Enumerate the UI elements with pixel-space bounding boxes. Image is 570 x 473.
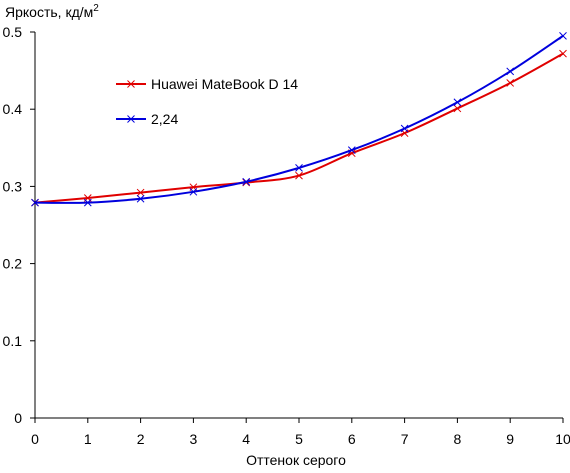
data-point — [400, 124, 409, 133]
legend-label: 2,24 — [151, 111, 178, 127]
marker-stroke — [559, 49, 567, 58]
x-tick-label: 1 — [84, 431, 92, 447]
marker-stroke — [136, 188, 145, 197]
legend-marker — [127, 80, 135, 88]
x-tick-label: 3 — [190, 431, 198, 447]
y-tick-label: 0.1 — [3, 333, 23, 349]
x-tick-label: 7 — [401, 431, 409, 447]
marker-stroke — [506, 79, 515, 87]
data-point — [559, 49, 567, 58]
y-tick-label: 0.2 — [3, 256, 23, 272]
series-0 — [31, 49, 567, 207]
axes: 0 0.1 0.2 0.3 0.4 0.5 0 1 2 3 4 5 6 7 8 9 10 — [3, 24, 570, 447]
data-point — [506, 79, 515, 87]
marker-stroke — [31, 198, 39, 207]
marker-stroke — [295, 171, 303, 180]
data-point — [295, 171, 303, 180]
data-point — [506, 67, 515, 76]
data-point — [242, 177, 251, 186]
legend-item: Huawei MateBook D 14 — [116, 76, 298, 92]
marker-stroke — [242, 177, 251, 186]
x-tick-label: 10 — [555, 431, 570, 447]
marker-stroke — [347, 146, 356, 154]
marker-stroke — [189, 187, 198, 196]
marker-stroke — [127, 80, 135, 88]
y-axis-title: Яркость, кд/м2 — [5, 3, 99, 20]
series-line — [34, 52, 564, 204]
data-point — [136, 194, 145, 203]
y-axis-title-superscript: 2 — [93, 3, 99, 14]
marker-stroke — [400, 124, 409, 133]
marker-stroke — [453, 98, 462, 107]
legend-item: 2,24 — [116, 111, 178, 127]
x-tick-label: 0 — [31, 431, 39, 447]
data-point — [136, 188, 145, 197]
legend-marker — [127, 115, 135, 123]
data-point — [189, 187, 198, 196]
marker-stroke — [453, 104, 462, 113]
legend-label: Huawei MateBook D 14 — [151, 76, 298, 92]
marker-stroke — [506, 67, 515, 76]
series-1 — [31, 32, 567, 207]
y-tick-label: 0.5 — [3, 24, 23, 40]
marker-stroke — [295, 164, 303, 172]
legend: Huawei MateBook D 14 2,24 — [116, 76, 298, 127]
marker-stroke — [136, 194, 145, 203]
x-tick-label: 2 — [137, 431, 145, 447]
x-tick-label: 6 — [348, 431, 356, 447]
marker-stroke — [347, 149, 356, 158]
data-point — [295, 164, 303, 172]
data-point — [453, 98, 462, 107]
data-point — [31, 198, 39, 207]
y-tick-label: 0 — [14, 410, 22, 426]
series-layer — [31, 32, 567, 207]
data-point — [347, 146, 356, 154]
marker-stroke — [83, 198, 92, 207]
x-tick-label: 5 — [295, 431, 303, 447]
x-tick-label: 8 — [454, 431, 462, 447]
series-line — [34, 35, 564, 204]
x-axis-title: Оттенок серого — [246, 452, 346, 468]
x-tick-label: 9 — [506, 431, 514, 447]
x-tick-label: 4 — [242, 431, 250, 447]
data-point — [83, 198, 92, 207]
y-tick-label: 0.3 — [3, 178, 23, 194]
y-tick-label: 0.4 — [3, 101, 23, 117]
data-point — [559, 32, 567, 40]
data-point — [453, 104, 462, 113]
marker-stroke — [559, 32, 567, 40]
marker-stroke — [127, 115, 135, 123]
